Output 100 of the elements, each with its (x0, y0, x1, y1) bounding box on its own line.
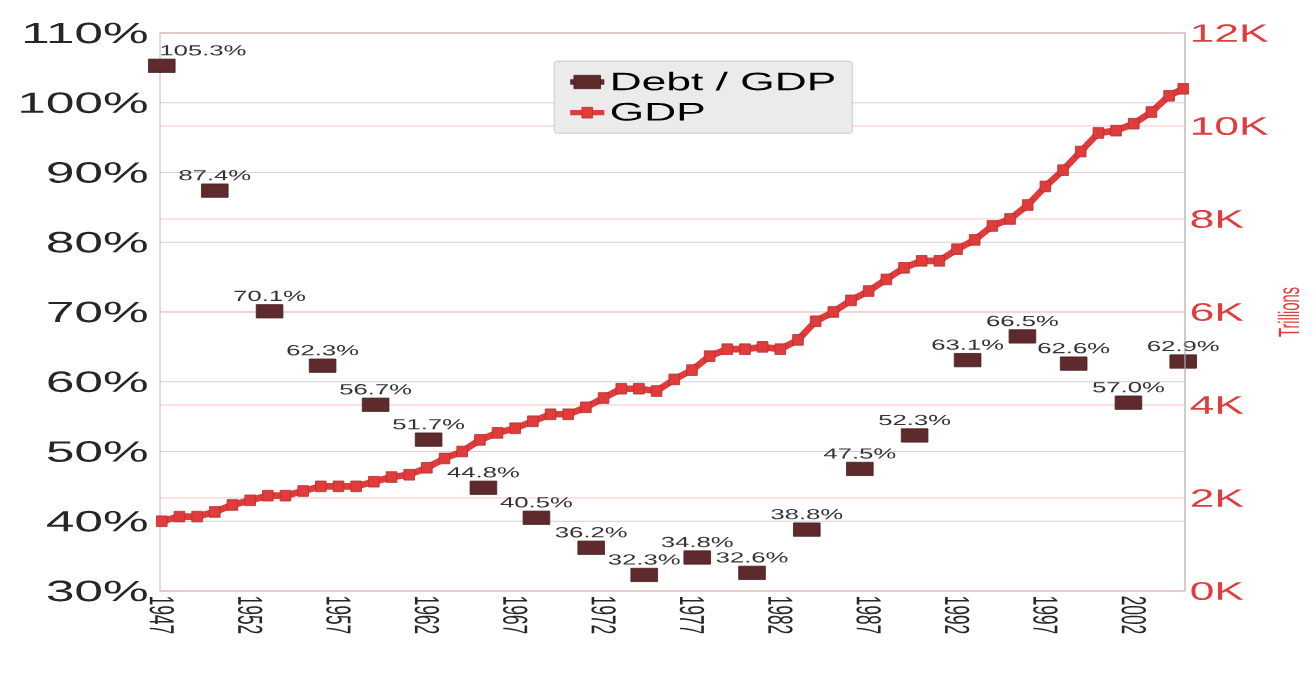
point (209, 506, 221, 518)
data-label: 62.9% (1148, 340, 1219, 352)
point (597, 392, 610, 404)
point (403, 469, 415, 481)
point (703, 350, 716, 362)
point (244, 494, 256, 507)
data-label: 70.1% (234, 290, 306, 302)
data-label: 44.8% (447, 467, 519, 478)
y-tick-label: 60% (48, 371, 147, 393)
data-label: 62.6% (1038, 342, 1110, 354)
point (279, 489, 292, 502)
point (580, 401, 592, 414)
point (686, 364, 698, 376)
point (456, 445, 468, 458)
data-label: 32.6% (716, 552, 788, 563)
point (615, 382, 627, 395)
y-tick-label: 100% (21, 92, 147, 114)
legend-label: Debt / GDP (613, 71, 834, 91)
point (650, 385, 663, 397)
y2-tick-label: 2K (1191, 489, 1244, 507)
point (1039, 180, 1052, 193)
x-tick-label: 1992 (944, 597, 970, 634)
point (1128, 117, 1140, 130)
point (474, 434, 486, 446)
point (756, 341, 769, 353)
data-label: 47.5% (824, 448, 896, 459)
point (1163, 90, 1175, 102)
point (739, 343, 751, 355)
point (173, 510, 186, 523)
x-tick-label: 1962 (414, 597, 440, 634)
data-label: 63.1% (932, 339, 1004, 350)
x-tick-label: 1952 (237, 597, 263, 634)
data-label: 32.3% (608, 554, 680, 565)
point (1110, 124, 1122, 137)
y-tick-label: 70% (48, 301, 147, 323)
data-label: 66.5% (987, 315, 1058, 327)
point (968, 234, 981, 246)
data-label: 36.2% (555, 527, 627, 538)
x-tick-label: 1997 (1033, 597, 1058, 634)
y2-tick-label: 8K (1191, 210, 1244, 228)
data-label: 87.4% (179, 169, 251, 181)
point (262, 489, 274, 502)
point (297, 485, 309, 497)
y2-axis-title: Trillions (1277, 287, 1300, 337)
point (951, 243, 963, 255)
y-tick-label: 80% (48, 231, 147, 253)
y-tick-label: 90% (48, 162, 147, 183)
point (350, 480, 362, 493)
point (332, 480, 345, 493)
y-tick-label: 50% (47, 441, 147, 462)
data-label: 62.3% (287, 345, 359, 356)
point (845, 294, 857, 307)
point (633, 382, 645, 395)
y2-tick-label: 10K (1193, 117, 1269, 135)
point (1021, 199, 1034, 211)
point (226, 499, 239, 511)
point (1092, 127, 1105, 139)
x-tick-label: 1977 (679, 597, 705, 634)
data-label: 52.3% (879, 414, 951, 426)
point (1145, 106, 1158, 118)
point (438, 452, 451, 465)
data-label: 51.7% (393, 419, 465, 430)
point (862, 285, 875, 297)
point (986, 220, 999, 232)
point (809, 315, 822, 328)
point (898, 262, 910, 274)
point (509, 422, 521, 434)
point (668, 373, 681, 386)
point (368, 475, 380, 488)
x-tick-label: 2002 (1121, 596, 1147, 634)
x-tick-label: 1967 (502, 597, 528, 634)
point (315, 480, 327, 493)
point (792, 334, 804, 346)
x-tick-label: 1972 (591, 597, 616, 634)
data-label: 38.8% (771, 508, 843, 520)
point (562, 408, 574, 421)
point (191, 510, 203, 523)
y2-tick-label: 4K (1190, 396, 1244, 414)
data-label: 57.0% (1093, 382, 1164, 393)
point (721, 343, 734, 355)
data-label: 34.8% (661, 536, 733, 548)
x-tick-label: 1947 (149, 597, 175, 634)
point (933, 255, 946, 267)
y-tick-label: 30% (47, 580, 147, 602)
point (880, 273, 893, 286)
x-tick-label: 1957 (326, 597, 351, 634)
point (915, 255, 928, 267)
point (421, 462, 433, 474)
y-tick-label: 110% (25, 22, 147, 44)
point (385, 471, 398, 483)
point (827, 306, 840, 318)
data-label: 56.7% (340, 384, 412, 395)
point (1177, 83, 1189, 95)
legend-label: GDP (611, 102, 704, 121)
y2-tick-label: 12K (1193, 24, 1269, 42)
data-label: 105.3% (161, 45, 246, 56)
point (544, 408, 557, 421)
y2-tick-label: 6K (1191, 303, 1244, 321)
point (1004, 213, 1016, 225)
x-tick-label: 1982 (768, 597, 793, 634)
